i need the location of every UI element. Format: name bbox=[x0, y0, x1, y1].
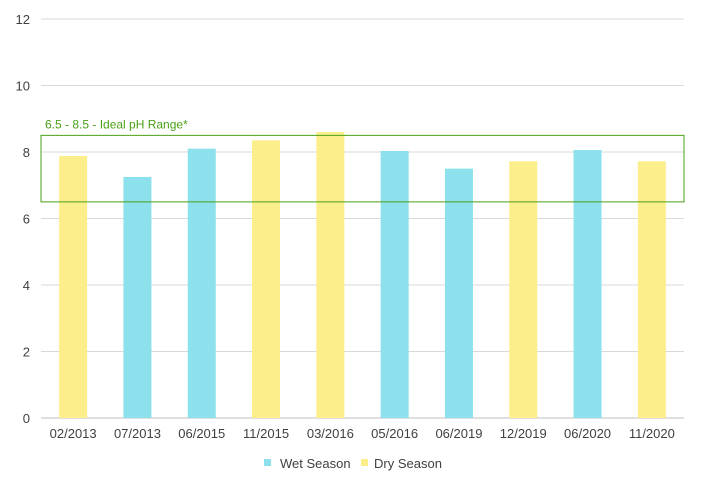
y-tick-label: 8 bbox=[23, 145, 30, 160]
bar-06-2015 bbox=[187, 148, 216, 419]
x-tick-label: 05/2016 bbox=[371, 426, 418, 441]
legend-label-dry: Dry Season bbox=[374, 456, 442, 471]
bar-11-2015 bbox=[252, 140, 281, 419]
x-tick-label: 06/2020 bbox=[564, 426, 611, 441]
x-tick-label: 12/2019 bbox=[500, 426, 547, 441]
x-tick-label: 07/2013 bbox=[114, 426, 161, 441]
bar-02-2013 bbox=[59, 155, 88, 419]
axes: 0 2 4 6 8 10 12 02/2013 07/2013 06/2015 11/2015 03/… bbox=[16, 12, 675, 441]
x-tick-label: 02/2013 bbox=[50, 426, 97, 441]
bar-11-2020 bbox=[637, 161, 666, 418]
y-tick-label: 4 bbox=[23, 278, 30, 293]
bar-05-2016 bbox=[380, 151, 409, 418]
bar-12-2019 bbox=[509, 161, 538, 418]
bar-06-2020 bbox=[573, 150, 602, 418]
legend: Wet Season Dry Season bbox=[264, 456, 442, 471]
x-tick-label: 11/2020 bbox=[629, 426, 675, 441]
legend-swatch-wet bbox=[264, 459, 271, 466]
y-tick-label: 2 bbox=[23, 345, 30, 360]
x-tick-label: 03/2016 bbox=[307, 426, 354, 441]
bar-06-2019 bbox=[444, 168, 473, 418]
ideal-range-band: 6.5 - 8.5 - Ideal pH Range* bbox=[40, 117, 685, 203]
bar-07-2013 bbox=[123, 176, 152, 418]
y-tick-label: 10 bbox=[16, 79, 30, 94]
bar-03-2016 bbox=[316, 132, 345, 419]
y-tick-label: 6 bbox=[23, 212, 30, 227]
x-tick-label: 06/2019 bbox=[435, 426, 482, 441]
bars bbox=[59, 132, 666, 419]
legend-label-wet: Wet Season bbox=[280, 456, 351, 471]
ideal-range-box bbox=[40, 134, 685, 203]
legend-swatch-dry bbox=[361, 459, 368, 466]
y-tick-label: 0 bbox=[23, 411, 30, 426]
x-tick-label: 11/2015 bbox=[243, 426, 289, 441]
ideal-range-label: 6.5 - 8.5 - Ideal pH Range* bbox=[45, 117, 188, 131]
y-tick-label: 12 bbox=[16, 12, 30, 27]
x-tick-label: 06/2015 bbox=[178, 426, 225, 441]
